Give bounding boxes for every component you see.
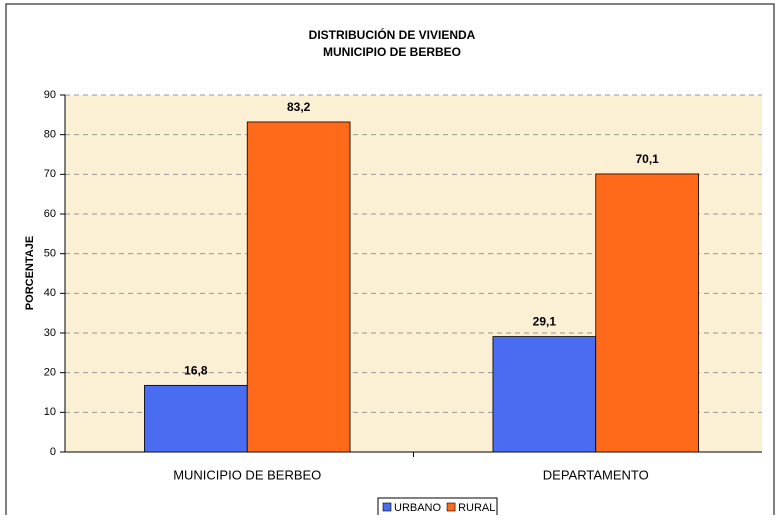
y-tick-label: 10 bbox=[44, 406, 56, 418]
y-tick-label: 0 bbox=[50, 446, 56, 458]
y-tick-label: 90 bbox=[44, 89, 56, 101]
data-label: 16,8 bbox=[184, 364, 208, 378]
y-tick-label: 30 bbox=[44, 327, 56, 339]
data-label: 83,2 bbox=[287, 100, 311, 114]
y-tick-label: 80 bbox=[44, 129, 56, 141]
bar bbox=[246, 121, 351, 453]
y-tick-label: 40 bbox=[44, 287, 56, 299]
legend-swatch bbox=[446, 502, 456, 512]
y-tick-label: 60 bbox=[44, 208, 56, 220]
data-label: 70,1 bbox=[635, 152, 659, 166]
legend-label: URBANO bbox=[394, 502, 442, 514]
y-axis-label: PORCENTAJE bbox=[24, 236, 36, 310]
x-tick-label: DEPARTAMENTO bbox=[543, 467, 649, 482]
bar bbox=[144, 384, 248, 453]
legend-swatch bbox=[382, 502, 392, 512]
y-tick-label: 20 bbox=[44, 367, 56, 379]
bar bbox=[492, 336, 597, 453]
chart-title: DISTRIBUCIÓN DE VIVIENDA bbox=[309, 27, 476, 42]
x-tick-label: MUNICIPIO DE BERBEO bbox=[173, 467, 321, 482]
y-tick-label: 50 bbox=[44, 248, 56, 260]
legend-label: RURAL bbox=[458, 502, 495, 514]
chart-subtitle: MUNICIPIO DE BERBEO bbox=[323, 45, 461, 59]
bar bbox=[595, 173, 699, 453]
y-tick-label: 70 bbox=[44, 168, 56, 180]
data-label: 29,1 bbox=[533, 315, 557, 329]
